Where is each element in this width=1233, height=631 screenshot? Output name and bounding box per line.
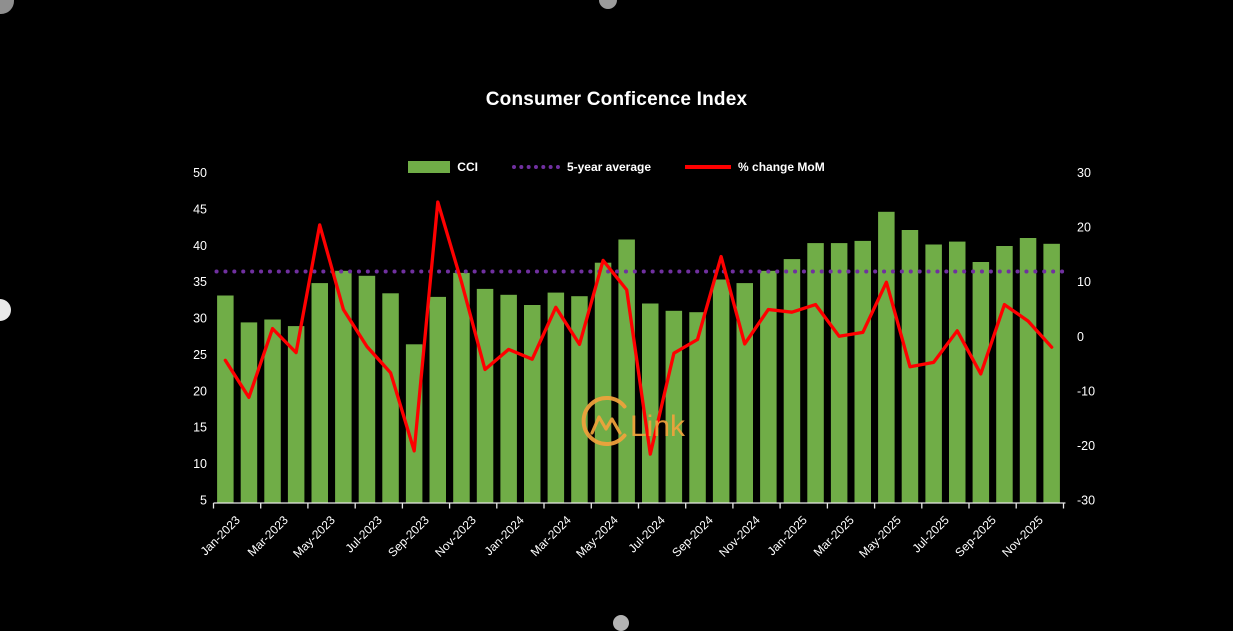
dotted-line-swatch-icon [511, 165, 560, 169]
bar-Nov-2023[interactable] [453, 272, 470, 503]
bar-swatch-icon [408, 161, 451, 173]
bar-Mar-2023[interactable] [264, 319, 281, 504]
mountain-logo-icon [590, 415, 622, 435]
bar-Aug-2023[interactable] [382, 293, 399, 503]
left-axis-tick-label: 30 [193, 312, 207, 326]
bar-Mar-2024[interactable] [547, 292, 565, 503]
bar-Sep-2025[interactable] [972, 262, 990, 503]
handle-top-middle[interactable] [599, 0, 617, 9]
right-axis-tick-label: 30 [1077, 166, 1091, 180]
bar-Jan-2024[interactable] [500, 294, 517, 503]
bar-Aug-2025[interactable] [949, 241, 966, 503]
bar-Nov-2025[interactable] [1019, 238, 1037, 503]
bar-Jun-2024[interactable] [618, 239, 635, 504]
bar-Sep-2023[interactable] [405, 344, 423, 503]
bar-Dec-2025[interactable] [1043, 243, 1060, 504]
bar-Nov-2024[interactable] [736, 283, 754, 503]
bar-Jun-2023[interactable] [335, 270, 352, 504]
chart-legend: CCI 5-year average % change MoM [0, 157, 1233, 177]
right-axis-tick-label: 20 [1077, 221, 1091, 235]
handle-left-middle[interactable] [0, 299, 11, 321]
bar-Feb-2025[interactable] [807, 243, 824, 503]
bar-Jan-2025[interactable] [783, 259, 801, 503]
bar-Feb-2024[interactable] [524, 305, 541, 503]
bar-Feb-2023[interactable] [240, 322, 258, 503]
left-axis-tick-label: 15 [193, 421, 207, 435]
bar-Dec-2023[interactable] [476, 288, 494, 503]
watermark-logo: Link [581, 396, 686, 446]
bar-Jul-2023[interactable] [358, 275, 376, 503]
bar-May-2023[interactable] [311, 283, 329, 503]
left-axis-tick-label: 20 [193, 384, 207, 398]
legend-item-mom[interactable]: % change MoM [685, 160, 825, 174]
logo-circle-icon [581, 396, 627, 446]
legend-label-average: 5-year average [566, 160, 652, 174]
bar-Jul-2025[interactable] [925, 244, 942, 504]
bar-May-2025[interactable] [878, 211, 895, 504]
watermark-text: Link [630, 410, 686, 443]
bar-Apr-2023[interactable] [287, 326, 305, 503]
left-axis-tick-label: 40 [193, 239, 207, 253]
bar-May-2024[interactable] [594, 262, 612, 503]
chart-title: Consumer Conficence Index [485, 89, 748, 110]
right-axis-tick-label: 10 [1077, 275, 1091, 289]
right-axis-tick-label: -30 [1077, 494, 1095, 508]
bar-Aug-2024[interactable] [665, 310, 683, 503]
left-axis-tick-label: 45 [193, 202, 207, 216]
left-axis-tick-label: 50 [193, 166, 207, 180]
bar-Apr-2025[interactable] [854, 240, 872, 503]
bar-Jul-2024[interactable] [642, 303, 659, 504]
left-axis-tick-label: 25 [193, 348, 207, 362]
handle-bottom-middle[interactable] [613, 615, 629, 631]
line-swatch-icon [685, 165, 732, 169]
bar-Mar-2025[interactable] [830, 243, 848, 503]
bar-Sep-2024[interactable] [689, 312, 706, 503]
legend-label-mom: % change MoM [738, 160, 825, 174]
bar-Oct-2025[interactable] [996, 246, 1013, 503]
legend-item-cci[interactable]: CCI [408, 160, 478, 174]
bar-Oct-2024[interactable] [712, 279, 730, 504]
bar-Dec-2024[interactable] [760, 270, 777, 504]
left-axis-tick-label: 10 [193, 457, 207, 471]
bar-Apr-2024[interactable] [571, 296, 588, 503]
bar-Oct-2023[interactable] [429, 296, 447, 503]
right-axis-tick-label: -10 [1077, 384, 1095, 398]
bar-Jan-2023[interactable] [217, 295, 234, 504]
left-axis-tick-label: 5 [200, 494, 207, 508]
legend-item-average[interactable]: 5-year average [511, 160, 652, 174]
left-axis-tick-label: 35 [193, 275, 207, 289]
right-axis-tick-label: 0 [1077, 330, 1084, 344]
legend-label-cci: CCI [457, 160, 478, 174]
mom-change-line[interactable] [223, 200, 1054, 456]
right-axis-tick-label: -20 [1077, 439, 1095, 453]
